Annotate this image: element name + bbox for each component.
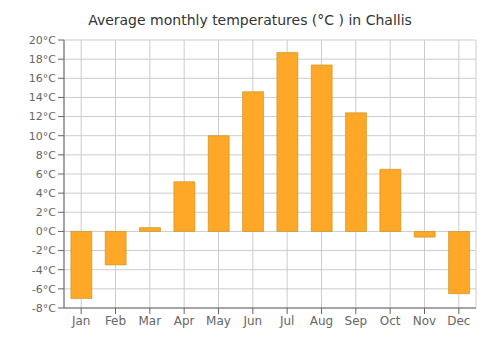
svg-text:10°C: 10°C (29, 130, 56, 143)
svg-text:Aug: Aug (310, 314, 333, 328)
svg-text:Jul: Jul (279, 314, 294, 328)
svg-text:Oct: Oct (380, 314, 401, 328)
svg-text:Mar: Mar (139, 314, 162, 328)
svg-text:Feb: Feb (105, 314, 126, 328)
svg-text:2°C: 2°C (36, 206, 56, 219)
svg-text:18°C: 18°C (29, 53, 56, 66)
svg-text:16°C: 16°C (29, 72, 56, 85)
svg-text:4°C: 4°C (36, 187, 56, 200)
svg-text:Sep: Sep (345, 314, 368, 328)
svg-text:-8°C: -8°C (32, 302, 56, 315)
svg-text:14°C: 14°C (29, 91, 56, 104)
html-text:Average monthly temperatures (: Average monthly temperatures (°C ) in Ch… (88, 12, 412, 28)
svg-text:Jun: Jun (242, 314, 262, 328)
svg-text:May: May (206, 314, 231, 328)
svg-text:20°C: 20°C (29, 34, 56, 47)
svg-text:-6°C: -6°C (32, 283, 56, 296)
svg-text:-4°C: -4°C (32, 264, 56, 277)
svg-text:Jan: Jan (71, 314, 91, 328)
svg-text:6°C: 6°C (36, 168, 56, 181)
svg-text:12°C: 12°C (29, 110, 56, 123)
svg-text:-2°C: -2°C (32, 244, 56, 257)
svg-text:Nov: Nov (413, 314, 436, 328)
svg-text:8°C: 8°C (36, 149, 56, 162)
svg-text:0°C: 0°C (36, 225, 56, 238)
svg-text:Dec: Dec (447, 314, 470, 328)
svg-text:Apr: Apr (174, 314, 195, 328)
